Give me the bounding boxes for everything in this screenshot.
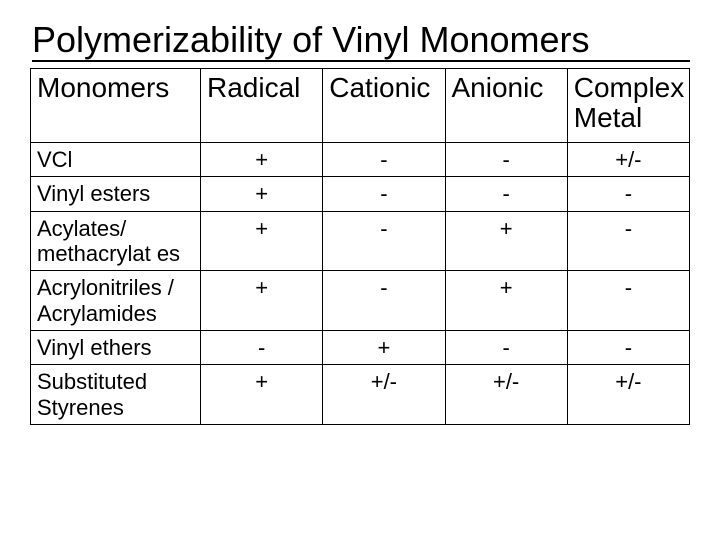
table-row: Substituted Styrenes + +/- +/- +/- (31, 365, 690, 425)
cell-cationic: - (323, 211, 445, 271)
cell-radical: + (201, 271, 323, 331)
cell-anionic: +/- (445, 365, 567, 425)
col-header-radical: Radical (201, 68, 323, 143)
cell-monomer: Acrylonitriles / Acrylamides (31, 271, 201, 331)
cell-complex: - (567, 271, 689, 331)
polymerizability-table: Monomers Radical Cationic Anionic Comple… (30, 68, 690, 425)
cell-complex: - (567, 211, 689, 271)
cell-monomer: Acylates/ methacrylat es (31, 211, 201, 271)
cell-anionic: - (445, 143, 567, 177)
cell-monomer: Vinyl esters (31, 177, 201, 211)
table-row: Vinyl ethers - + - - (31, 330, 690, 364)
table-row: Vinyl esters + - - - (31, 177, 690, 211)
slide: Polymerizability of Vinyl Monomers Monom… (0, 0, 720, 435)
cell-complex: +/- (567, 143, 689, 177)
col-header-cationic: Cationic (323, 68, 445, 143)
cell-cationic: - (323, 177, 445, 211)
cell-radical: - (201, 330, 323, 364)
table-header-row: Monomers Radical Cationic Anionic Comple… (31, 68, 690, 143)
cell-monomer: VCl (31, 143, 201, 177)
cell-cationic: - (323, 143, 445, 177)
col-header-anionic: Anionic (445, 68, 567, 143)
cell-complex: - (567, 330, 689, 364)
cell-radical: + (201, 143, 323, 177)
cell-cationic: + (323, 330, 445, 364)
cell-anionic: + (445, 211, 567, 271)
cell-monomer: Vinyl ethers (31, 330, 201, 364)
col-header-monomers: Monomers (31, 68, 201, 143)
cell-anionic: - (445, 177, 567, 211)
cell-complex: - (567, 177, 689, 211)
col-header-complex-metal: Complex Metal (567, 68, 689, 143)
table-row: VCl + - - +/- (31, 143, 690, 177)
cell-radical: + (201, 211, 323, 271)
cell-complex: +/- (567, 365, 689, 425)
cell-radical: + (201, 177, 323, 211)
cell-anionic: + (445, 271, 567, 331)
cell-cationic: - (323, 271, 445, 331)
table-row: Acrylonitriles / Acrylamides + - + - (31, 271, 690, 331)
cell-cationic: +/- (323, 365, 445, 425)
page-title: Polymerizability of Vinyl Monomers (32, 20, 690, 62)
cell-radical: + (201, 365, 323, 425)
cell-monomer: Substituted Styrenes (31, 365, 201, 425)
table-row: Acylates/ methacrylat es + - + - (31, 211, 690, 271)
cell-anionic: - (445, 330, 567, 364)
